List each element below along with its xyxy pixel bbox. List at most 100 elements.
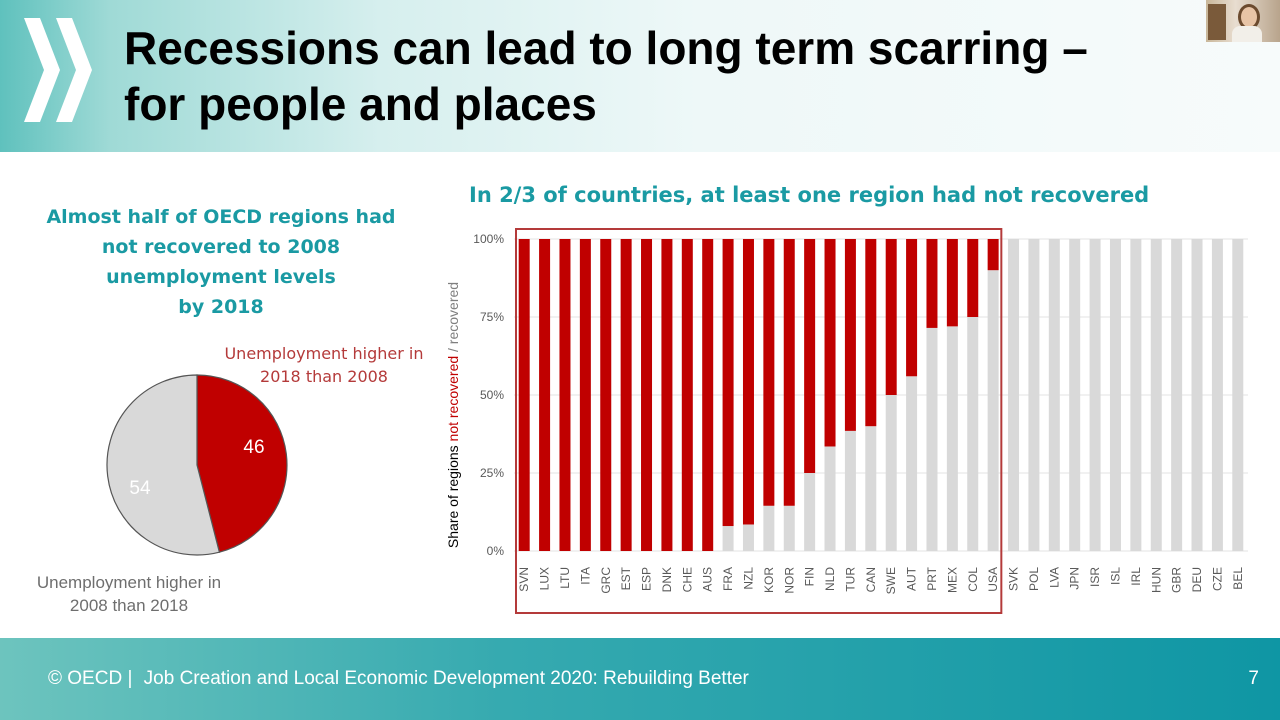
bar-recovered-LVA <box>1048 239 1060 551</box>
pie-label-grey-line: Unemployment higher in <box>36 573 222 592</box>
bar-recovered-JPN <box>1069 239 1081 551</box>
footer-text: © OECD | Job Creation and Local Economic… <box>48 668 749 690</box>
x-tick-label: COL <box>966 567 980 592</box>
bar-recovered-CZE <box>1211 239 1223 551</box>
bar-recovered-NZL <box>742 524 754 551</box>
bar-recovered-COL <box>967 317 979 551</box>
x-tick-label: NZL <box>741 567 755 590</box>
bar-not-recovered-DNK <box>661 239 673 551</box>
y-tick-label: 75% <box>480 310 504 324</box>
webcam-bookshelf <box>1208 4 1226 40</box>
bar-not-recovered-SVN <box>518 239 530 551</box>
pie-heading-line: not recovered to 2008 <box>101 236 341 258</box>
bar-not-recovered-MEX <box>946 239 958 327</box>
pie-label-not-recovered: Unemployment higher in 2018 than 2008 <box>216 342 432 388</box>
pie-label-red-line: 2018 than 2008 <box>260 367 388 386</box>
bar-recovered-MEX <box>946 326 958 551</box>
x-tick-label: IRL <box>1129 567 1143 586</box>
x-tick-label: NLD <box>823 567 837 591</box>
x-tick-label: ISL <box>1108 567 1122 585</box>
bar-not-recovered-USA <box>987 239 999 271</box>
pie-slice-46 <box>196 374 288 553</box>
pie-label-grey-line: 2008 than 2018 <box>69 596 189 615</box>
title-banner <box>0 0 1280 152</box>
bar-recovered-SVK <box>1008 239 1020 551</box>
x-tick-label: GRC <box>599 567 613 594</box>
x-tick-label: MEX <box>945 567 959 593</box>
pie-heading-line: unemployment levels <box>106 266 336 288</box>
y-axis-label: Share of regions not recovered / recover… <box>445 282 461 548</box>
x-tick-label: LVA <box>1047 567 1061 588</box>
footer-copyright: © OECD | <box>48 668 133 689</box>
bar-recovered-TUR <box>844 430 856 551</box>
bar-not-recovered-CAN <box>865 239 877 427</box>
x-tick-label: NOR <box>782 567 796 594</box>
pie-slice-label: 46 <box>243 437 264 458</box>
bar-not-recovered-FIN <box>804 239 816 473</box>
bar-not-recovered-AUS <box>702 239 714 551</box>
bar-not-recovered-EST <box>620 239 632 551</box>
bar-recovered-BEL <box>1232 239 1244 551</box>
presenter-webcam-thumbnail[interactable] <box>1206 0 1280 42</box>
x-tick-label: LUX <box>538 567 552 590</box>
x-tick-label: AUT <box>905 566 919 591</box>
page-number: 7 <box>1248 668 1259 689</box>
bar-not-recovered-NOR <box>783 239 795 506</box>
x-tick-label: FRA <box>721 567 735 591</box>
bar-not-recovered-COL <box>967 239 979 317</box>
x-tick-label: BEL <box>1231 567 1245 590</box>
bar-not-recovered-KOR <box>763 239 775 506</box>
bar-recovered-AUT <box>906 376 918 551</box>
bar-recovered-POL <box>1028 239 1040 551</box>
bar-not-recovered-CHE <box>681 239 693 551</box>
x-tick-label: TUR <box>843 567 857 592</box>
y-axis-label-part: not recovered <box>445 356 461 442</box>
bar-recovered-HUN <box>1150 239 1162 551</box>
footer-bar <box>0 638 1280 720</box>
x-tick-label: EST <box>619 566 633 590</box>
bar-recovered-CAN <box>865 426 877 551</box>
bar-recovered-IRL <box>1130 239 1142 551</box>
x-tick-label: ESP <box>640 567 654 591</box>
bar-recovered-FRA <box>722 526 734 551</box>
slide-title-line-1: Recessions can lead to long term scarrin… <box>124 22 1088 74</box>
bar-recovered-NOR <box>783 505 795 551</box>
x-tick-label: DEU <box>1190 567 1204 592</box>
y-tick-label: 50% <box>480 388 504 402</box>
x-tick-label: CHE <box>680 567 694 592</box>
bar-recovered-NLD <box>824 446 836 551</box>
bar-not-recovered-TUR <box>844 239 856 431</box>
y-tick-label: 0% <box>487 544 505 558</box>
bar-not-recovered-NLD <box>824 239 836 447</box>
webcam-presenter-torso <box>1232 26 1262 42</box>
bar-chart-heading: In 2/3 of countries, at least one region… <box>469 183 1150 207</box>
bar-recovered-PRT <box>926 327 938 551</box>
x-tick-label: PRT <box>925 566 939 590</box>
bar-recovered-USA <box>987 270 999 551</box>
x-tick-label: GBR <box>1170 567 1184 593</box>
x-tick-label: ITA <box>578 567 592 585</box>
bar-recovered-FIN <box>804 473 816 551</box>
x-tick-label: SVK <box>1007 567 1021 591</box>
x-tick-label: SVN <box>517 567 531 592</box>
bar-recovered-KOR <box>763 505 775 551</box>
pie-heading-line: by 2018 <box>178 296 264 318</box>
x-tick-label: USA <box>986 567 1000 592</box>
bar-not-recovered-GRC <box>600 239 612 551</box>
x-tick-label: HUN <box>1149 567 1163 593</box>
y-tick-label: 25% <box>480 466 504 480</box>
bar-not-recovered-AUT <box>906 239 918 377</box>
pie-label-red-line: Unemployment higher in <box>224 344 424 363</box>
bar-recovered-ISR <box>1089 239 1101 551</box>
pie-label-recovered: Unemployment higher in 2008 than 2018 <box>14 571 244 617</box>
footer-report-title: Job Creation and Local Economic Developm… <box>143 668 749 689</box>
pie-heading-line: Almost half of OECD regions had <box>46 206 396 228</box>
x-tick-label: LTU <box>558 567 572 589</box>
bar-recovered-GBR <box>1171 239 1183 551</box>
bar-recovered-DEU <box>1191 239 1203 551</box>
oecd-chevron-logo <box>24 18 92 122</box>
x-tick-label: CAN <box>864 567 878 592</box>
bar-not-recovered-NZL <box>742 239 754 525</box>
